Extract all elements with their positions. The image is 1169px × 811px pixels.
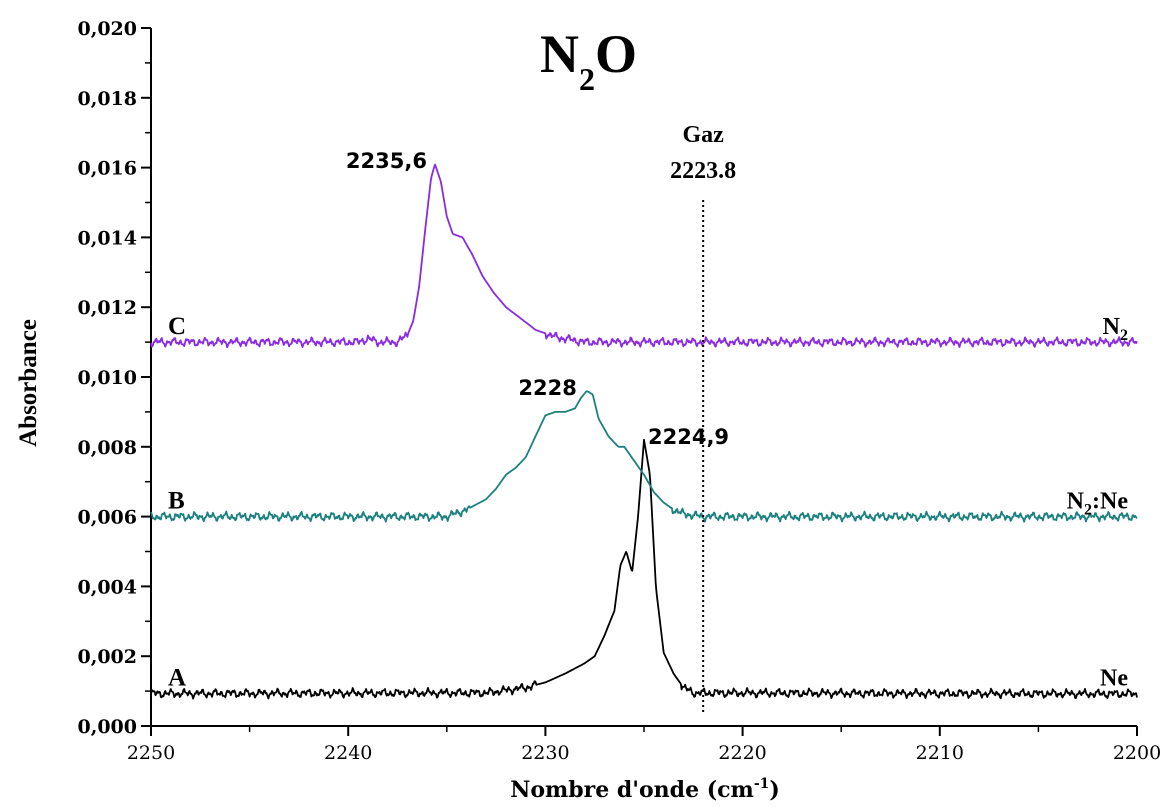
chart-title: N2O (540, 24, 637, 97)
y-tick-label: 0,008 (78, 437, 138, 459)
y-tick-label: 0,020 (78, 18, 138, 40)
matrix-label-B-tail: :Ne (1092, 489, 1128, 515)
series-line-A (150, 438, 1138, 700)
x-axis-label: Nombre d'onde (cm-1) (510, 776, 780, 803)
chart-title-main: N (540, 24, 579, 84)
peak-label-C: 2235,6 (346, 149, 427, 173)
x-tick-label: 2240 (324, 742, 372, 764)
axes (150, 28, 1137, 727)
y-tick-label: 0,014 (78, 227, 138, 249)
trace-letter-A: A (168, 665, 186, 692)
matrix-label-C: N2 (1103, 314, 1128, 344)
y-tick-label: 0,006 (78, 507, 138, 529)
x-tick-label: 2200 (1113, 742, 1161, 764)
matrix-label-B-main: N (1067, 489, 1085, 515)
gas-label-bottom: 2223.8 (670, 158, 736, 184)
matrix-label-B: N2:Ne (1067, 489, 1129, 519)
x-tick-label: 2220 (718, 742, 766, 764)
chart-title-sub: 2 (579, 61, 595, 97)
trace-letter-B: B (168, 488, 185, 515)
x-tick-label: 2230 (521, 742, 569, 764)
matrix-label-C-sub: 2 (1120, 327, 1128, 344)
y-tick-label: 0,004 (78, 576, 138, 598)
trace-letter-C: C (168, 313, 186, 340)
gas-label-top: Gaz (682, 122, 724, 148)
series-line-C (150, 163, 1138, 349)
x-axis-label-tail: ) (769, 777, 779, 803)
series-line-B (150, 390, 1138, 523)
y-axis-label: Absorbance (15, 319, 42, 447)
series-group (150, 163, 1138, 700)
matrix-label-A: Ne (1100, 666, 1128, 692)
x-axis-label-sup: -1 (754, 776, 770, 792)
matrix-label-A-main: Ne (1100, 666, 1128, 692)
peak-label-B: 2228 (518, 376, 576, 400)
y-tick-label: 0,000 (78, 716, 138, 738)
matrix-label-B-sub: 2 (1084, 502, 1092, 519)
matrix-label-C-main: N (1103, 314, 1121, 340)
y-tick-label: 0,002 (78, 646, 138, 668)
y-tick-label: 0,016 (78, 158, 138, 180)
y-tick-label: 0,010 (78, 367, 138, 389)
x-tick-label: 2250 (127, 742, 175, 764)
peak-label-A: 2224,9 (648, 425, 729, 449)
chart-title-tail: O (595, 24, 637, 84)
ticks: 0,000 0,002 0,004 0,006 0,008 0,010 0,012 0,014… (78, 18, 1162, 764)
y-tick-label: 0,012 (78, 297, 138, 319)
y-tick-label: 0,018 (78, 88, 138, 110)
x-axis-label-main: Nombre d'onde (cm (510, 777, 754, 803)
x-tick-label: 2210 (916, 742, 964, 764)
